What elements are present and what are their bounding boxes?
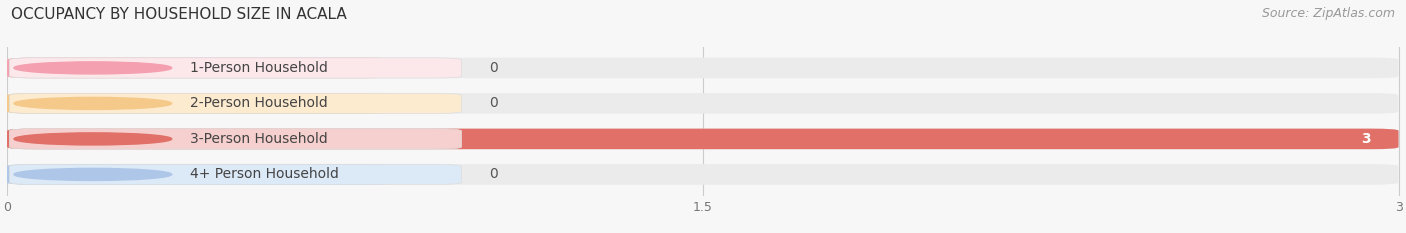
Text: Source: ZipAtlas.com: Source: ZipAtlas.com xyxy=(1261,7,1395,20)
FancyBboxPatch shape xyxy=(10,164,461,185)
FancyBboxPatch shape xyxy=(7,93,394,114)
Text: OCCUPANCY BY HOUSEHOLD SIZE IN ACALA: OCCUPANCY BY HOUSEHOLD SIZE IN ACALA xyxy=(11,7,347,22)
FancyBboxPatch shape xyxy=(10,93,461,113)
Circle shape xyxy=(14,133,172,145)
Text: 4+ Person Household: 4+ Person Household xyxy=(190,168,339,182)
FancyBboxPatch shape xyxy=(7,164,394,185)
Text: 3: 3 xyxy=(1361,132,1371,146)
Text: 0: 0 xyxy=(489,61,498,75)
Circle shape xyxy=(14,168,172,180)
FancyBboxPatch shape xyxy=(10,58,461,78)
FancyBboxPatch shape xyxy=(7,58,1399,78)
Text: 2-Person Household: 2-Person Household xyxy=(190,96,328,110)
FancyBboxPatch shape xyxy=(10,129,461,149)
FancyBboxPatch shape xyxy=(7,129,1399,149)
Text: 1-Person Household: 1-Person Household xyxy=(190,61,328,75)
Text: 0: 0 xyxy=(489,168,498,182)
FancyBboxPatch shape xyxy=(7,58,394,78)
Text: 0: 0 xyxy=(489,96,498,110)
Circle shape xyxy=(14,62,172,74)
Circle shape xyxy=(14,97,172,110)
FancyBboxPatch shape xyxy=(7,129,1399,149)
Text: 3-Person Household: 3-Person Household xyxy=(190,132,328,146)
FancyBboxPatch shape xyxy=(7,93,1399,114)
FancyBboxPatch shape xyxy=(7,164,1399,185)
